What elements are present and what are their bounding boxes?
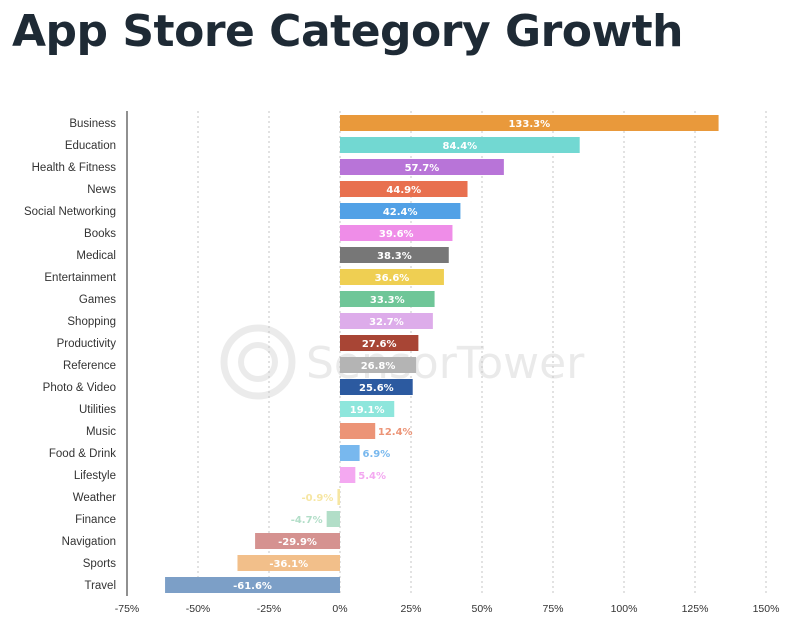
category-label: Social Networking: [24, 206, 116, 218]
value-label: -4.7%: [291, 515, 323, 526]
x-tick-label: 100%: [611, 603, 638, 615]
value-label: 44.9%: [386, 185, 421, 196]
category-label: Music: [86, 426, 116, 438]
category-label: Shopping: [67, 316, 116, 328]
bar: [340, 313, 433, 329]
x-tick-label: 75%: [542, 603, 563, 615]
bar: [340, 181, 468, 197]
category-label: Navigation: [62, 536, 116, 548]
value-label: 57.7%: [405, 163, 440, 174]
value-label: 36.6%: [375, 273, 410, 284]
category-label: Medical: [76, 250, 116, 262]
category-label: Entertainment: [44, 272, 116, 284]
category-label: Reference: [63, 360, 116, 372]
chart-title: App Store Category Growth: [12, 6, 684, 57]
x-tick-label: 125%: [682, 603, 709, 615]
bar: [337, 489, 340, 505]
value-label: 19.1%: [350, 405, 385, 416]
bar: [340, 401, 395, 417]
bar: [165, 577, 340, 593]
category-label: Food & Drink: [49, 448, 116, 460]
value-label: 33.3%: [370, 295, 405, 306]
bar: [340, 203, 461, 219]
category-label: Books: [84, 228, 116, 240]
bar: [340, 137, 580, 153]
value-label: 38.3%: [377, 251, 412, 262]
category-label: Health & Fitness: [32, 162, 117, 174]
bar: [340, 291, 435, 307]
x-tick-label: -50%: [186, 603, 211, 615]
bars: [165, 115, 719, 593]
category-labels: Business Education Health & Fitness News Soc…: [24, 118, 117, 592]
category-label: Education: [65, 140, 116, 152]
category-label: Sports: [83, 558, 116, 570]
bar: [340, 357, 417, 373]
category-label: Lifestyle: [74, 470, 116, 482]
x-tick-labels: -75% -50% -25% 0% 25% 50% 75% 100% 125% 150%: [115, 603, 780, 615]
bar: [340, 247, 449, 263]
bar: [255, 533, 340, 549]
watermark-logo-inner-icon: [238, 342, 278, 382]
value-label: -61.6%: [233, 581, 272, 592]
category-label: News: [87, 184, 116, 196]
x-tick-label: 150%: [753, 603, 780, 615]
bar: [340, 159, 504, 175]
value-label: 6.9%: [363, 449, 391, 460]
value-label: 133.3%: [508, 119, 550, 130]
bar: [340, 225, 453, 241]
bar: [326, 511, 340, 527]
value-label: 42.4%: [383, 207, 418, 218]
bar: [340, 115, 719, 131]
bar: [340, 269, 444, 285]
x-tick-label: 25%: [400, 603, 421, 615]
value-label: 32.7%: [369, 317, 404, 328]
watermark-logo-icon: [220, 324, 296, 400]
bar: [340, 423, 376, 439]
value-label: 39.6%: [379, 229, 414, 240]
value-label: 26.8%: [361, 361, 396, 372]
category-label: Weather: [73, 492, 116, 504]
x-tick-label: 50%: [471, 603, 492, 615]
category-label: Games: [79, 294, 116, 306]
bar: [340, 335, 419, 351]
value-label: 27.6%: [362, 339, 397, 350]
category-label: Productivity: [57, 338, 117, 350]
category-label: Finance: [75, 514, 116, 526]
x-tick-label: -75%: [115, 603, 140, 615]
value-label: 84.4%: [442, 141, 477, 152]
bar: [340, 379, 413, 395]
value-labels: 133.3% 84.4%57.7% 44.9% 42.4% 39.6% 38.3% 36.6…: [233, 119, 550, 592]
x-tick-label: -25%: [257, 603, 282, 615]
value-label: -0.9%: [301, 493, 333, 504]
bar: [237, 555, 340, 571]
value-label: 5.4%: [358, 471, 386, 482]
category-label: Travel: [84, 580, 116, 592]
x-tick-label: 0%: [332, 603, 347, 615]
value-label: 12.4%: [378, 427, 413, 438]
value-label: -36.1%: [269, 559, 308, 570]
value-label: 25.6%: [359, 383, 394, 394]
bar: [340, 467, 356, 483]
bar: [340, 445, 360, 461]
category-label: Business: [69, 118, 116, 130]
category-label: Photo & Video: [43, 382, 116, 394]
value-label: -29.9%: [278, 537, 317, 548]
category-label: Utilities: [79, 404, 116, 416]
